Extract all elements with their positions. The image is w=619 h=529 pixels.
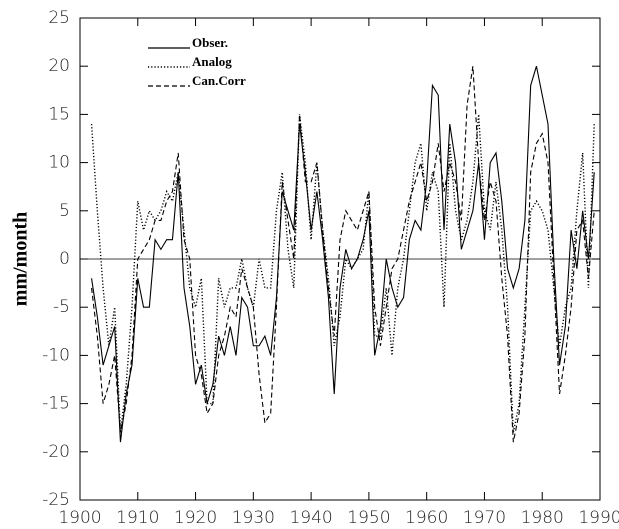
legend-label: Analog [192,54,232,69]
x-tick-label: 1900 [58,508,101,528]
y-tick-label: 10 [48,153,70,173]
x-tick-label: 1910 [116,508,159,528]
y-tick-label: 0 [59,249,70,269]
x-tick-label: 1980 [521,508,564,528]
legend-label: Obser. [192,35,228,50]
y-tick-label: -25 [42,490,70,510]
series-line [91,66,595,443]
series-line [91,66,595,443]
y-tick-label: -5 [53,297,70,317]
x-tick-label: 1940 [289,508,332,528]
y-tick-label: 5 [59,201,70,221]
y-tick-label: -15 [42,394,70,414]
x-tick-label: 1970 [463,508,506,528]
y-tick-label: -10 [42,345,70,365]
y-tick-label: 25 [48,8,70,28]
x-tick-label: 1920 [174,508,217,528]
series-line [90,114,595,433]
y-tick-label: -20 [42,442,70,462]
y-tick-label: 20 [48,56,70,76]
x-tick-label: 1950 [347,508,390,528]
y-axis-label: mm/month [10,212,32,306]
x-tick-label: 1990 [578,508,619,528]
x-tick-label: 1960 [405,508,448,528]
y-tick-label: 15 [48,104,70,124]
x-tick-label: 1930 [232,508,275,528]
legend-label: Can.Corr [192,73,246,88]
